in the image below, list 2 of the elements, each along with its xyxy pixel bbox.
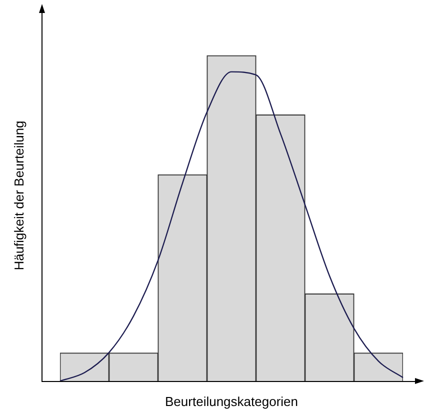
y-axis-title: Häufigkeit der Beurteilung	[11, 120, 26, 270]
x-axis-title: Beurteilungskategorien	[165, 394, 298, 409]
